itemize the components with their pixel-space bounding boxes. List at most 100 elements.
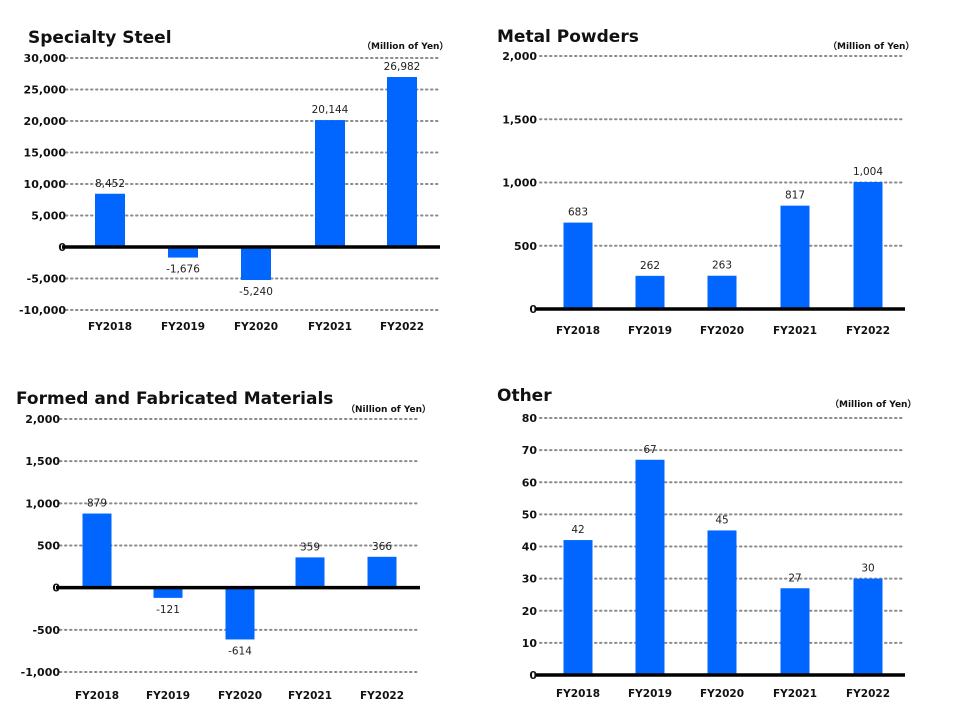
bar-fy2019 (635, 275, 665, 309)
bar-fy2021 (315, 120, 345, 247)
data-label: 26,982 (384, 61, 421, 73)
data-label: 1,004 (853, 166, 883, 178)
x-tick-label: FY2021 (773, 688, 817, 700)
y-tick-label: 30 (522, 573, 538, 586)
y-tick-label: 5,000 (31, 210, 66, 223)
x-tick-label: FY2021 (288, 690, 332, 702)
x-tick-label: FY2022 (380, 321, 424, 333)
chart-3: -1,000-50005001,0001,5002,000879FY2018-1… (16, 389, 431, 702)
bar-fy2021 (295, 557, 325, 588)
x-tick-label: FY2019 (628, 688, 672, 700)
bar-fy2018 (95, 193, 125, 247)
y-tick-label: 0 (529, 669, 537, 682)
data-label: 263 (712, 260, 732, 272)
x-tick-label: FY2018 (556, 325, 600, 337)
y-tick-label: 15,000 (24, 147, 67, 160)
bar-fy2019 (635, 459, 665, 675)
bar-fy2018 (563, 540, 593, 675)
chart-title: Specialty Steel (28, 28, 172, 48)
y-tick-label: 40 (522, 541, 538, 554)
y-tick-label: 20 (522, 605, 538, 618)
y-tick-label: 2,000 (25, 413, 60, 426)
data-label: 879 (87, 498, 107, 510)
data-label: 30 (861, 563, 874, 575)
unit-label: （Nillion of Yen） (346, 404, 431, 415)
x-tick-label: FY2022 (846, 325, 890, 337)
x-tick-label: FY2019 (146, 690, 190, 702)
bar-fy2019 (153, 587, 183, 598)
chart-1: -10,000-5,00005,00010,00015,00020,00025,… (19, 28, 448, 333)
y-tick-label: 30,000 (24, 52, 67, 65)
y-tick-label: 0 (529, 303, 537, 316)
y-tick-label: -1,000 (21, 666, 61, 679)
data-label: 8,452 (95, 178, 125, 190)
bar-fy2022 (853, 578, 883, 675)
x-tick-label: FY2020 (218, 690, 262, 702)
bar-fy2022 (853, 181, 883, 309)
x-tick-label: FY2020 (700, 688, 744, 700)
bar-fy2018 (82, 513, 112, 588)
x-tick-label: FY2018 (88, 321, 132, 333)
chart-title: Metal Powders (497, 27, 639, 47)
data-label: 27 (788, 572, 801, 584)
chart-title: Other (497, 386, 552, 406)
chart-2: 0 500 1,000 1,500 2,000 683 FY2018 262 FY2019 263… (497, 27, 914, 337)
y-tick-label: 1,500 (502, 113, 537, 126)
x-tick-label: FY2020 (700, 325, 744, 337)
data-label: 42 (571, 524, 584, 536)
x-tick-label: FY2022 (846, 688, 890, 700)
data-label: -614 (228, 645, 252, 657)
x-tick-label: FY2018 (556, 688, 600, 700)
y-tick-label: 80 (522, 412, 538, 425)
bar-fy2020 (225, 587, 255, 640)
y-tick-label: 50 (522, 508, 538, 521)
y-tick-label: 25,000 (24, 84, 67, 97)
bar-fy2022 (367, 556, 397, 588)
data-label: 683 (568, 207, 588, 219)
data-label: 366 (372, 541, 392, 553)
bar-fy2019 (168, 247, 198, 258)
x-tick-label: FY2018 (75, 690, 119, 702)
bar-fy2018 (563, 222, 593, 309)
bar-fy2021 (780, 205, 810, 309)
bar-fy2020 (241, 247, 271, 281)
data-label: -1,676 (166, 264, 200, 276)
y-tick-label: 1,000 (502, 177, 537, 190)
data-label: 262 (640, 260, 660, 272)
bar-fy2022 (387, 77, 417, 247)
y-tick-label: 60 (522, 476, 538, 489)
chart-4: 0 10 20 30 40 50 60 70 80 42 FY2018 67 FY2019 45 FY202… (497, 386, 916, 700)
data-label: -5,240 (239, 286, 273, 298)
unit-label: （Million of Yen） (830, 399, 916, 410)
data-label: 20,144 (312, 104, 349, 116)
y-tick-label: 1,000 (25, 497, 60, 510)
bar-fy2020 (707, 275, 737, 309)
x-tick-label: FY2021 (773, 325, 817, 337)
data-label: 359 (300, 541, 320, 553)
y-tick-label: 70 (522, 444, 538, 457)
data-label: -121 (156, 604, 180, 616)
y-tick-label: 2,000 (502, 50, 537, 63)
y-tick-label: -500 (32, 624, 60, 637)
data-label: 817 (785, 190, 805, 202)
unit-label: （Million of Yen） (828, 41, 914, 52)
x-tick-label: FY2021 (308, 321, 352, 333)
y-tick-label: 10,000 (24, 178, 67, 191)
unit-label: （Million of Yen） (362, 41, 448, 52)
y-tick-label: 500 (37, 540, 60, 553)
y-tick-label: -5,000 (27, 273, 67, 286)
y-tick-label: 20,000 (24, 115, 67, 128)
x-tick-label: FY2022 (360, 690, 404, 702)
y-tick-label: 10 (522, 637, 538, 650)
data-label: 67 (643, 444, 656, 456)
y-tick-label: -10,000 (19, 304, 66, 317)
x-tick-label: FY2020 (234, 321, 278, 333)
y-tick-label: 1,500 (25, 455, 60, 468)
bar-fy2020 (707, 530, 737, 675)
bar-fy2021 (780, 588, 810, 675)
chart-title: Formed and Fabricated Materials (16, 389, 333, 409)
y-tick-label: 500 (514, 240, 537, 253)
x-tick-label: FY2019 (628, 325, 672, 337)
